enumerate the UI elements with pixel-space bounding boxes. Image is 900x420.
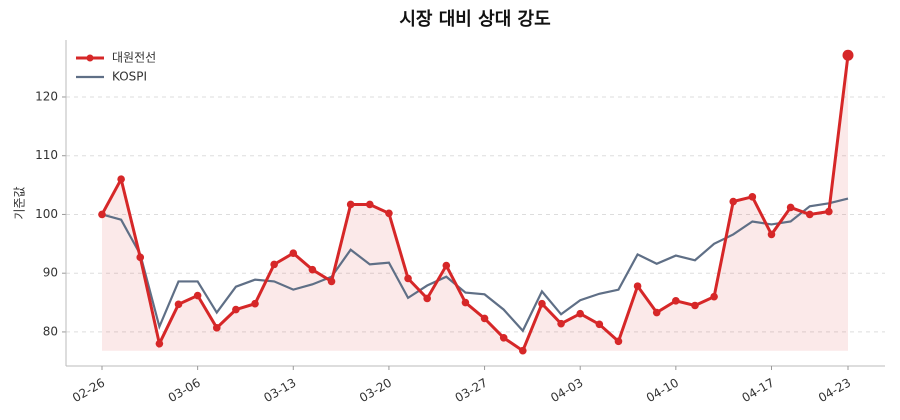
point — [98, 210, 106, 219]
area-fill — [102, 55, 848, 351]
y-tick-label: 100 — [35, 207, 58, 221]
point — [786, 203, 795, 212]
point — [251, 299, 259, 308]
x-tick-label: 04-10 — [644, 376, 681, 406]
point — [327, 277, 336, 286]
point — [442, 261, 451, 270]
y-axis-label: 기준값 — [13, 186, 27, 219]
legend-label: KOSPI — [112, 70, 147, 84]
point — [117, 175, 125, 184]
y-tick-label: 90 — [43, 266, 58, 280]
x-tick-label: 04-03 — [548, 376, 585, 406]
point — [385, 209, 393, 218]
point — [346, 200, 355, 209]
legend-label: 대원전선 — [112, 51, 156, 65]
point — [193, 291, 202, 300]
point — [404, 274, 412, 283]
point — [461, 298, 470, 307]
point — [633, 282, 642, 290]
point — [365, 200, 374, 209]
point — [842, 49, 854, 61]
point — [136, 253, 145, 262]
point — [729, 197, 738, 206]
point — [270, 260, 278, 269]
point — [174, 300, 183, 309]
point — [212, 324, 221, 332]
legend-marker — [86, 54, 94, 62]
point — [519, 346, 527, 355]
chart-title: 시장 대비 상대 강도 — [399, 9, 550, 30]
y-tick-label: 120 — [35, 89, 58, 103]
point — [289, 249, 298, 258]
point — [825, 207, 833, 216]
point — [767, 230, 776, 239]
x-tick-label: 03-06 — [166, 376, 203, 406]
point — [499, 334, 508, 342]
point — [308, 265, 317, 274]
point — [595, 320, 604, 329]
point — [155, 339, 164, 348]
point — [748, 193, 757, 201]
point — [557, 319, 565, 328]
point — [672, 297, 680, 305]
x-tick-label: 04-23 — [816, 376, 853, 406]
point — [423, 294, 431, 303]
x-tick-label: 03-20 — [357, 376, 394, 406]
point — [691, 301, 699, 310]
point — [652, 308, 661, 317]
series-line — [100, 55, 850, 354]
point — [614, 337, 623, 346]
point — [480, 314, 489, 323]
x-tick-label: 03-27 — [453, 376, 490, 406]
series-line — [101, 197, 849, 333]
x-tick-label: 03-13 — [261, 376, 298, 406]
point — [710, 292, 718, 301]
y-tick-label: 110 — [35, 148, 58, 162]
point — [538, 299, 546, 308]
y-tick-label: 80 — [43, 324, 58, 338]
x-tick-label: 04-17 — [740, 376, 777, 406]
point — [576, 309, 585, 318]
point — [805, 210, 814, 219]
x-tick-label: 02-26 — [70, 376, 107, 406]
point — [232, 305, 240, 314]
